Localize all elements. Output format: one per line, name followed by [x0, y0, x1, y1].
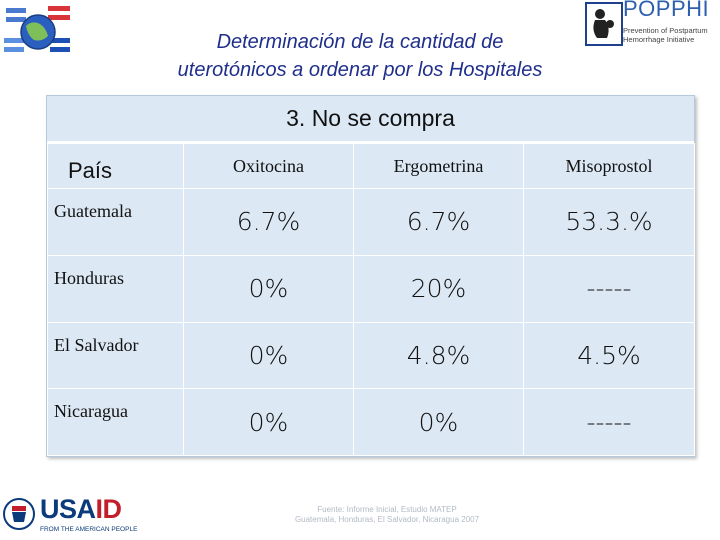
- value-cell: 6.7%: [183, 188, 354, 256]
- data-grid: País Oxitocina Ergometrina Misoprostol G…: [47, 143, 695, 456]
- country-cell: El Salvador: [47, 321, 184, 390]
- country-cell: Honduras: [47, 254, 184, 323]
- mother-child-icon: [585, 2, 623, 46]
- central-america-flags-logo: [2, 2, 74, 64]
- value-cell: -----: [523, 254, 695, 323]
- uterotonics-table: 3. No se compra País Oxitocina Ergometri…: [46, 95, 695, 457]
- usaid-logo: USAID FROM THE AMERICAN PEOPLE: [0, 490, 137, 540]
- value-cell: 53.3.%: [523, 188, 695, 256]
- header-row: País Oxitocina Ergometrina Misoprostol: [47, 143, 695, 189]
- table-heading: 3. No se compra: [47, 96, 694, 143]
- table-row: Nicaragua 0% 0% -----: [47, 388, 695, 456]
- usaid-subtitle: FROM THE AMERICAN PEOPLE: [40, 526, 138, 533]
- table-row: Honduras 0% 20% -----: [47, 254, 695, 323]
- column-header-misoprostol: Misoprostol: [523, 143, 695, 189]
- usaid-seal-icon: [2, 494, 36, 534]
- table-row: El Salvador 0% 4.8% 4.5%: [47, 321, 695, 390]
- value-cell: 0%: [183, 388, 354, 456]
- usaid-wordmark: USAID: [40, 494, 122, 525]
- column-header-oxitocina: Oxitocina: [183, 143, 354, 189]
- column-header-ergometrina: Ergometrina: [353, 143, 524, 189]
- country-cell: Guatemala: [47, 188, 184, 256]
- title-line-1: Determinación de la cantidad de: [216, 31, 504, 53]
- value-cell: 4.8%: [353, 321, 524, 390]
- title-line-2: uterotónicos a ordenar por los Hospitale…: [177, 59, 543, 81]
- value-cell: 0%: [353, 388, 524, 456]
- source-line-1: Fuente: Informe Inicial, Estudio MATEP: [317, 505, 457, 514]
- usaid-wordmark-aid: ID: [95, 494, 123, 524]
- source-line-2: Guatemala, Honduras, El Salvador, Nicara…: [294, 515, 480, 524]
- table-row: Guatemala 6.7% 6.7% 53.3.%: [47, 188, 695, 256]
- value-cell: 0%: [183, 321, 354, 390]
- popphi-logo: POPPHI Prevention of Postpartum Hemorrha…: [585, 0, 720, 48]
- value-cell: 6.7%: [353, 188, 524, 256]
- source-footnote: Fuente: Informe Inicial, Estudio MATEP G…: [262, 505, 512, 525]
- value-cell: 20%: [353, 254, 524, 323]
- value-cell: 4.5%: [523, 321, 695, 390]
- value-cell: 0%: [183, 254, 354, 323]
- country-cell: Nicaragua: [47, 388, 184, 456]
- value-cell: -----: [523, 388, 695, 456]
- column-header-country: País: [47, 143, 184, 189]
- usaid-wordmark-us: USA: [40, 494, 96, 524]
- popphi-brand: POPPHI: [623, 0, 710, 21]
- page-title: Determinación de la cantidad de uterotón…: [60, 28, 660, 84]
- popphi-tagline: Prevention of Postpartum Hemorrhage Init…: [623, 26, 708, 44]
